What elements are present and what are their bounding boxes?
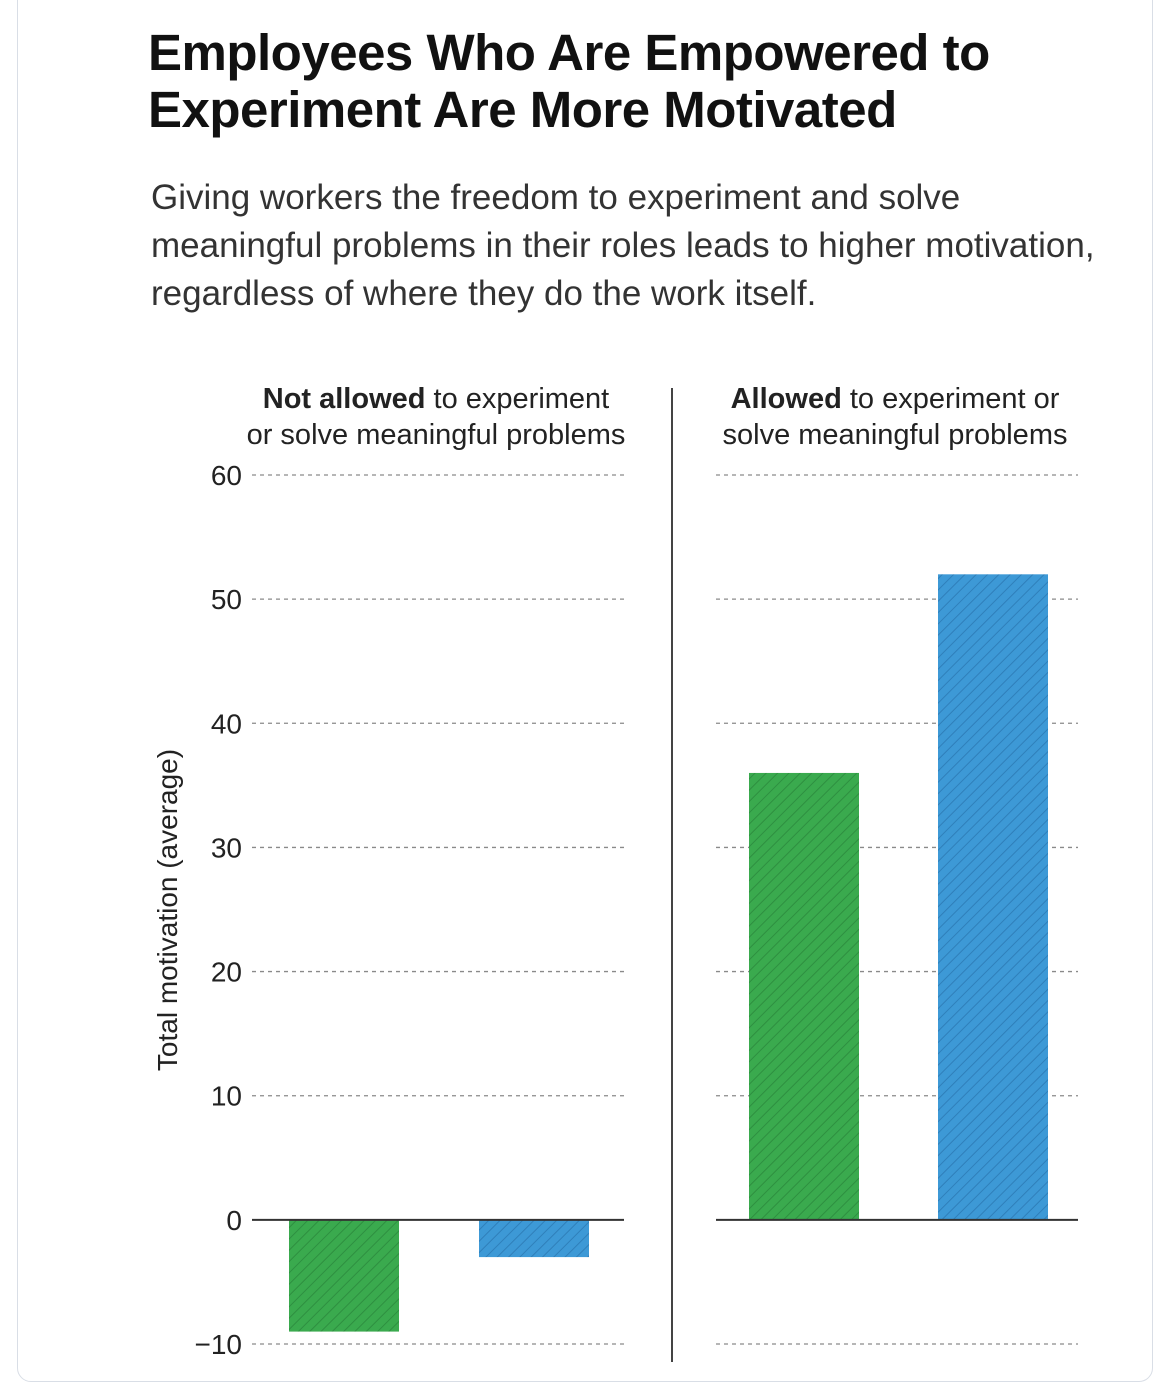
- y-tick-label: −10: [195, 1329, 243, 1360]
- panel-right-title-bold: Allowed: [731, 383, 842, 415]
- y-axis-label: Total motivation (average): [152, 749, 183, 1071]
- bar-blue-panel-1: [479, 1219, 589, 1258]
- bar-green-panel-1: [289, 1219, 399, 1332]
- panel-left-title-line2: or solve meaningful problems: [247, 419, 626, 451]
- chart-subtitle: Giving workers the freedom to experiment…: [151, 178, 1095, 313]
- panel-right-title-rest: to experiment or: [842, 383, 1060, 415]
- y-tick-label: 40: [211, 708, 242, 739]
- y-tick-label: 0: [226, 1205, 242, 1236]
- bar-blue-panel-2: [938, 574, 1048, 1220]
- panel-right-title-line2: solve meaningful problems: [723, 419, 1068, 451]
- chart-title: Employees Who Are Empowered to Experimen…: [148, 24, 990, 138]
- y-tick-label: 20: [211, 957, 242, 988]
- panel-left-title-bold: Not allowed: [263, 383, 426, 415]
- y-tick-label: 10: [211, 1081, 242, 1112]
- y-tick-label: 30: [211, 832, 242, 863]
- panel-left-title-rest: to experiment: [425, 383, 609, 415]
- panel-right-title-line1: Allowed to experiment or: [731, 383, 1060, 415]
- y-tick-label: 60: [211, 460, 242, 491]
- y-tick-label: 50: [211, 584, 242, 615]
- bar-green-panel-2: [749, 772, 859, 1220]
- panel-left-title-line1: Not allowed to experiment: [263, 383, 610, 415]
